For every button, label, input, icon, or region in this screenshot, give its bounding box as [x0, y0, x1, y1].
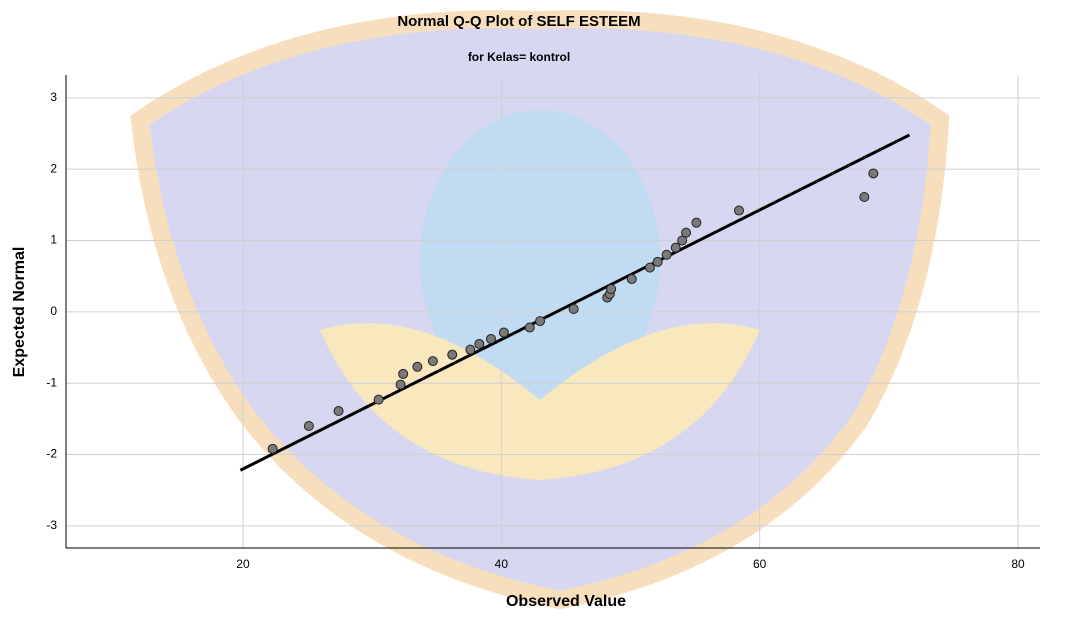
- data-point: [606, 284, 617, 295]
- data-point: [398, 368, 409, 379]
- data-point: [868, 168, 879, 179]
- data-point: [303, 421, 314, 432]
- data-point: [670, 242, 681, 253]
- y-tick-label: -2: [46, 447, 57, 461]
- data-point: [498, 327, 509, 338]
- data-point: [691, 217, 702, 228]
- data-point: [395, 379, 406, 390]
- reference-line: [239, 133, 911, 472]
- y-tick-label: 2: [50, 161, 57, 175]
- x-tick-label: 20: [236, 557, 250, 571]
- data-point: [474, 338, 485, 349]
- data-point: [652, 256, 663, 267]
- data-point: [485, 333, 496, 344]
- data-point: [626, 274, 637, 285]
- y-tick-label: 3: [50, 90, 57, 104]
- chart-title: Normal Q-Q Plot of SELF ESTEEM: [397, 13, 640, 30]
- x-tick-label: 80: [1011, 557, 1025, 571]
- data-point: [681, 227, 692, 238]
- data-point: [447, 349, 458, 360]
- y-tick-label: -3: [46, 518, 57, 532]
- data-point: [373, 394, 384, 405]
- data-point: [524, 322, 535, 333]
- data-point: [734, 205, 745, 216]
- data-point: [333, 406, 344, 417]
- data-point: [535, 316, 546, 327]
- y-tick-label: -1: [46, 375, 57, 389]
- data-point: [412, 361, 423, 372]
- watermark: [130, 10, 950, 610]
- data-point: [661, 249, 672, 260]
- y-axis-label: Expected Normal: [11, 247, 28, 378]
- data-point: [427, 356, 438, 367]
- x-tick-label: 40: [495, 557, 509, 571]
- x-tick-label: 60: [753, 557, 767, 571]
- data-point: [859, 191, 870, 202]
- y-tick-label: 0: [50, 304, 57, 318]
- y-tick-label: 1: [50, 233, 57, 247]
- data-point: [677, 235, 688, 246]
- data-point: [644, 262, 655, 273]
- x-axis-label: Observed Value: [506, 593, 626, 610]
- data-point: [267, 443, 278, 454]
- chart-subtitle: for Kelas= kontrol: [468, 50, 570, 64]
- data-point: [465, 344, 476, 355]
- data-point: [568, 304, 579, 315]
